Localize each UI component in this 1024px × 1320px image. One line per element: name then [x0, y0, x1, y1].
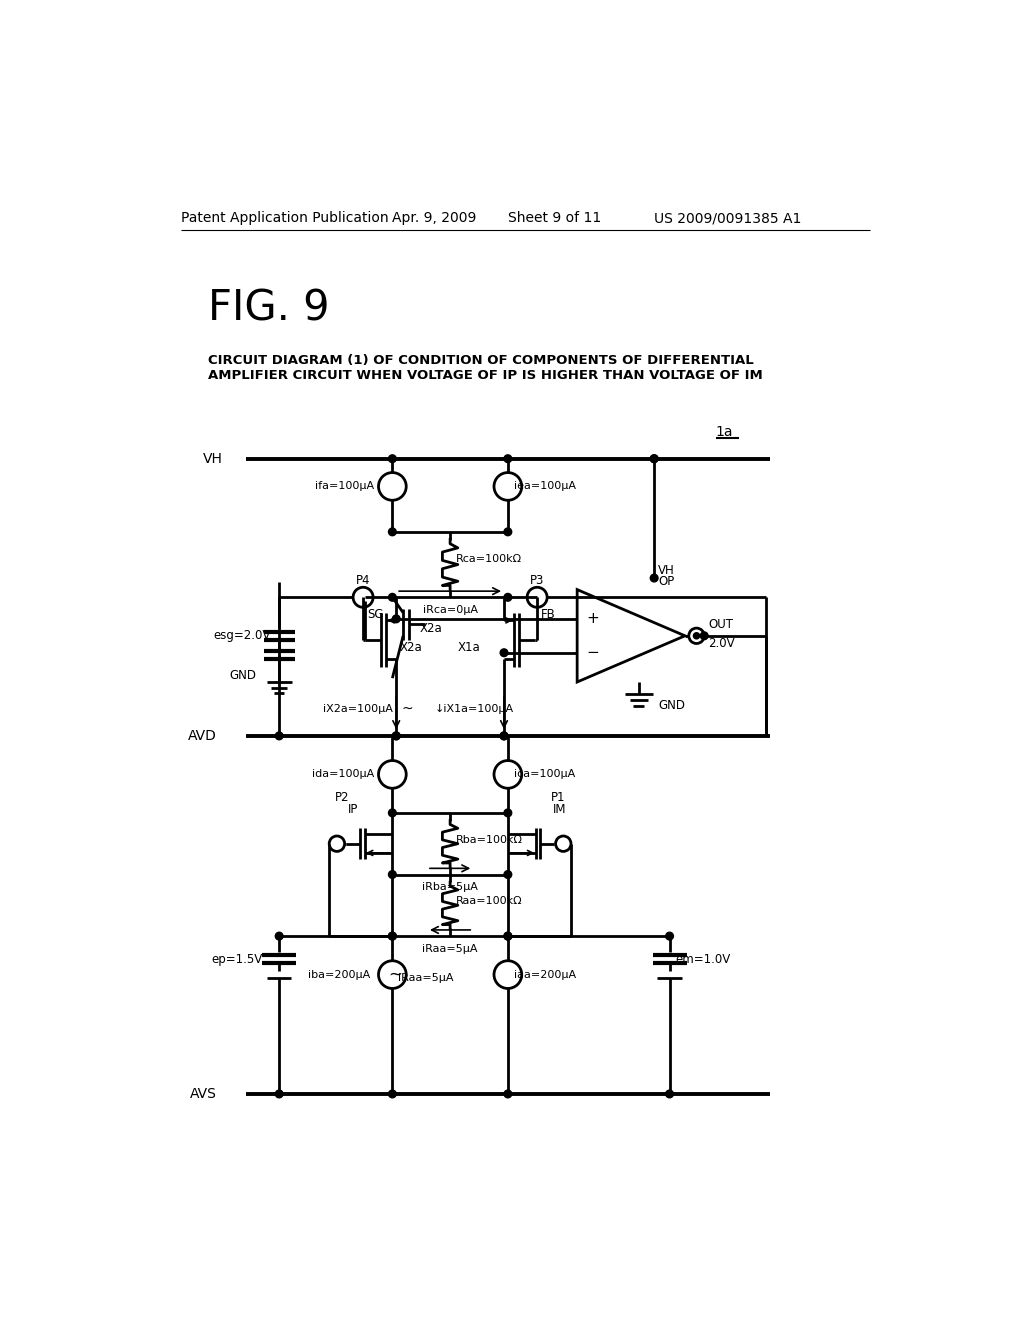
Circle shape: [650, 455, 658, 462]
Circle shape: [388, 594, 396, 601]
Text: ida=100μA: ida=100μA: [311, 770, 374, 779]
Text: AMPLIFIER CIRCUIT WHEN VOLTAGE OF IP IS HIGHER THAN VOLTAGE OF IM: AMPLIFIER CIRCUIT WHEN VOLTAGE OF IP IS …: [208, 370, 762, 381]
Circle shape: [504, 809, 512, 817]
Circle shape: [388, 871, 396, 878]
Circle shape: [388, 455, 396, 462]
Text: Rba=100kΩ: Rba=100kΩ: [457, 834, 523, 845]
Circle shape: [275, 1090, 283, 1098]
Text: X2a: X2a: [400, 640, 423, 653]
Text: AVS: AVS: [189, 1086, 217, 1101]
Text: ica=100μA: ica=100μA: [514, 770, 575, 779]
Circle shape: [504, 932, 512, 940]
Text: FIG. 9: FIG. 9: [208, 288, 329, 330]
Circle shape: [504, 871, 512, 878]
Circle shape: [700, 632, 708, 640]
Circle shape: [650, 574, 658, 582]
Text: OUT: OUT: [708, 618, 733, 631]
Text: Sheet 9 of 11: Sheet 9 of 11: [508, 211, 601, 226]
Text: iRaa=5μA: iRaa=5μA: [422, 944, 478, 954]
Circle shape: [666, 932, 674, 940]
Circle shape: [650, 455, 658, 462]
Circle shape: [388, 1090, 396, 1098]
Circle shape: [504, 594, 512, 601]
Text: ifa=100μA: ifa=100μA: [315, 482, 375, 491]
Text: P1: P1: [551, 791, 565, 804]
Text: ↓iX1a=100μA: ↓iX1a=100μA: [435, 704, 514, 714]
Circle shape: [693, 632, 699, 639]
Text: iea=100μA: iea=100μA: [514, 482, 577, 491]
Circle shape: [504, 455, 512, 462]
Circle shape: [388, 528, 396, 536]
Text: CIRCUIT DIAGRAM (1) OF CONDITION OF COMPONENTS OF DIFFERENTIAL: CIRCUIT DIAGRAM (1) OF CONDITION OF COMP…: [208, 354, 754, 367]
Circle shape: [689, 628, 705, 644]
Circle shape: [392, 733, 400, 739]
Text: P3: P3: [530, 574, 545, 587]
Text: FB: FB: [541, 607, 556, 620]
Text: VH: VH: [203, 451, 223, 466]
Text: ~: ~: [388, 966, 402, 983]
Circle shape: [504, 1090, 512, 1098]
Text: ep=1.5V: ep=1.5V: [211, 953, 263, 966]
Text: iba=200μA: iba=200μA: [307, 970, 370, 979]
Text: esg=2.0V: esg=2.0V: [214, 630, 271, 643]
Circle shape: [504, 528, 512, 536]
Circle shape: [388, 932, 396, 940]
Text: em=1.0V: em=1.0V: [676, 953, 731, 966]
Circle shape: [500, 733, 508, 739]
Circle shape: [504, 932, 512, 940]
Circle shape: [275, 733, 283, 739]
Text: P4: P4: [356, 574, 371, 587]
Text: Rca=100kΩ: Rca=100kΩ: [457, 554, 522, 564]
Text: US 2009/0091385 A1: US 2009/0091385 A1: [654, 211, 802, 226]
Text: X2a: X2a: [419, 622, 442, 635]
Circle shape: [388, 809, 396, 817]
Text: iRaa=5μA: iRaa=5μA: [397, 973, 454, 983]
Text: P2: P2: [335, 791, 349, 804]
Text: iaa=200μA: iaa=200μA: [514, 970, 577, 979]
Circle shape: [666, 1090, 674, 1098]
Text: iRca=0μA: iRca=0μA: [423, 605, 477, 615]
Circle shape: [500, 733, 508, 739]
Circle shape: [388, 932, 396, 940]
Text: iX2a=100μA: iX2a=100μA: [323, 704, 393, 714]
Text: Raa=100kΩ: Raa=100kΩ: [457, 896, 523, 907]
Text: +: +: [587, 611, 599, 627]
Text: ~: ~: [401, 702, 414, 715]
Circle shape: [275, 932, 283, 940]
Text: SG: SG: [367, 607, 383, 620]
Text: Patent Application Publication: Patent Application Publication: [180, 211, 388, 226]
Text: X1a: X1a: [458, 640, 480, 653]
Text: GND: GND: [229, 669, 256, 682]
Text: IM: IM: [553, 803, 566, 816]
Text: IP: IP: [348, 803, 358, 816]
Circle shape: [392, 615, 400, 623]
Text: iRba=5μA: iRba=5μA: [422, 882, 478, 892]
Circle shape: [500, 649, 508, 656]
Text: Apr. 9, 2009: Apr. 9, 2009: [392, 211, 477, 226]
Text: AVD: AVD: [188, 729, 217, 743]
Circle shape: [392, 733, 400, 739]
Text: OP: OP: [658, 576, 674, 589]
Text: GND: GND: [658, 698, 685, 711]
Text: VH: VH: [658, 564, 675, 577]
Text: −: −: [587, 645, 599, 660]
Text: 1a: 1a: [716, 425, 733, 438]
Text: 2.0V: 2.0V: [708, 638, 734, 649]
